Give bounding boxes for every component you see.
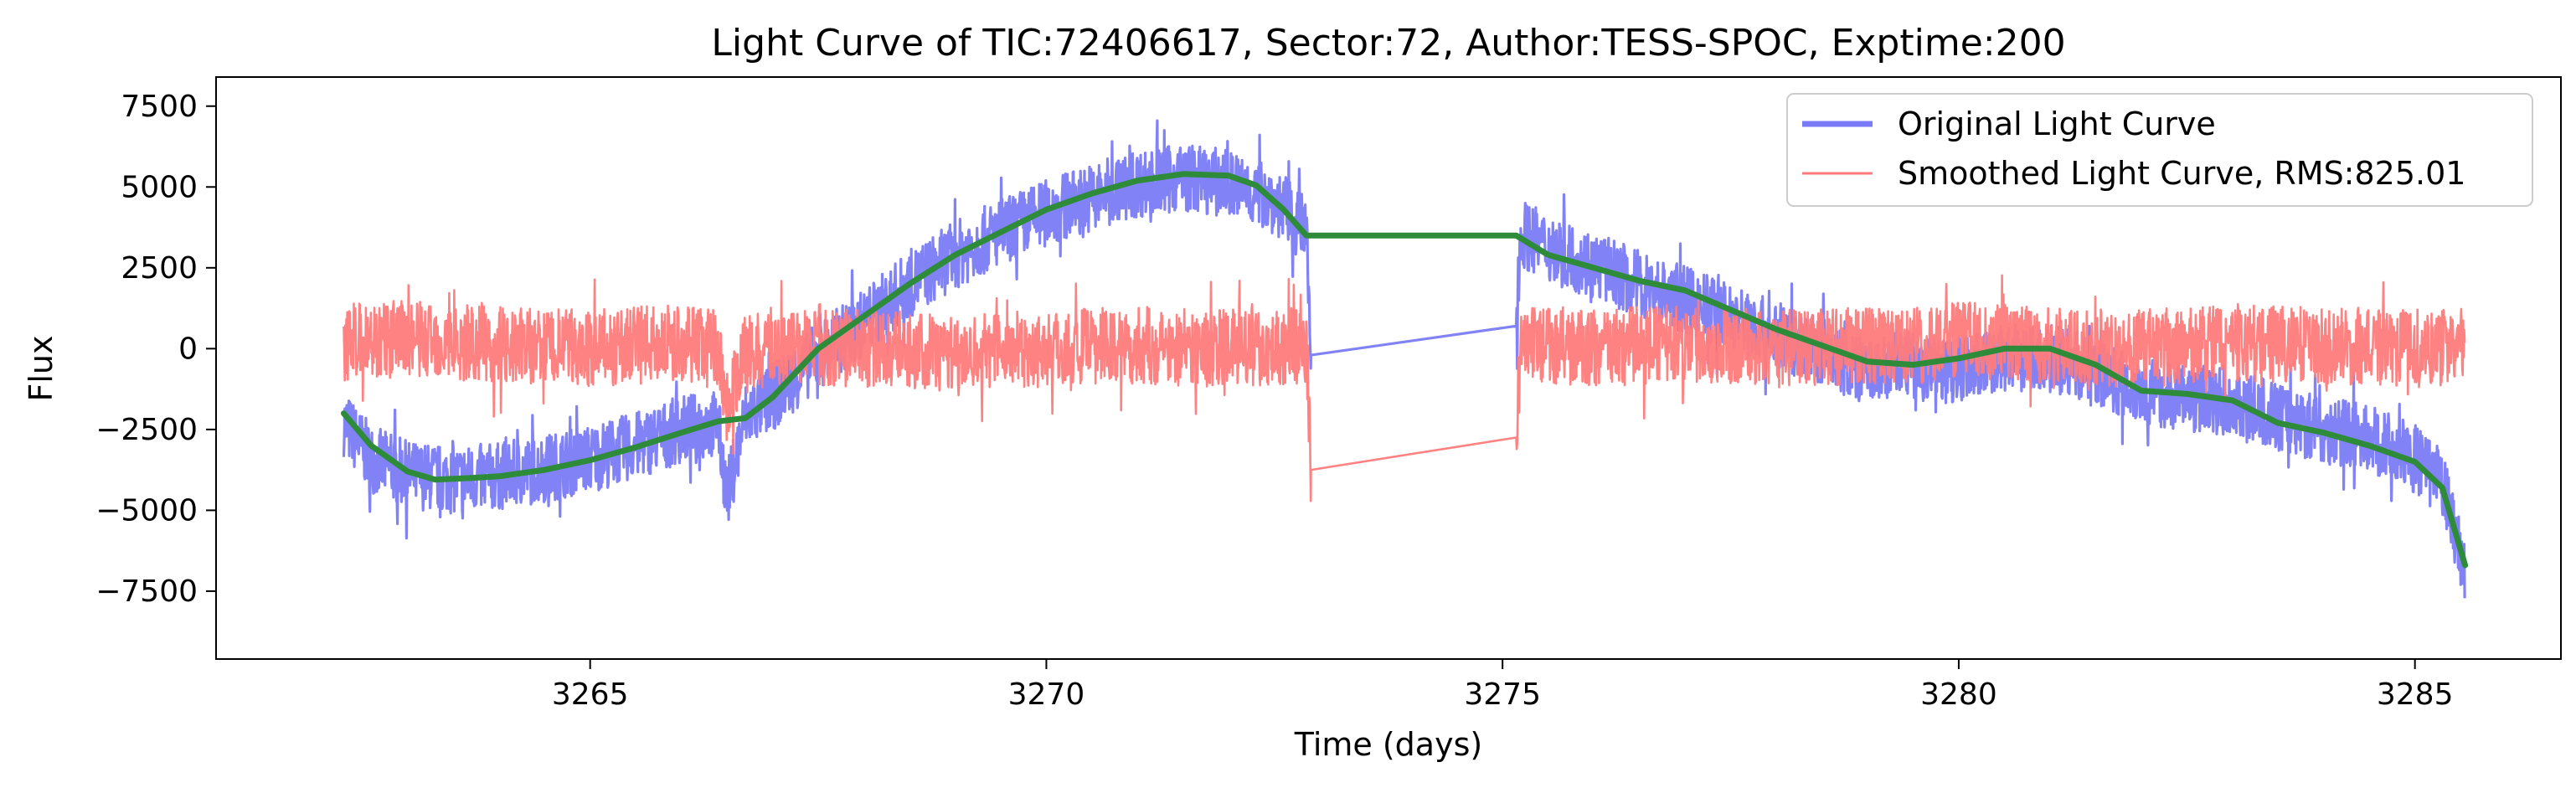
series-line-smoothed: [343, 274, 2466, 502]
series-line-original: [342, 119, 2466, 599]
y-tick-label: 7500: [121, 90, 198, 124]
y-tick-label: 0: [178, 332, 198, 366]
y-tick-label: −2500: [95, 413, 198, 447]
y-axis-ticks: 7500 5000 2500 0 −2500 −5000 −7500: [95, 90, 216, 609]
y-tick-label: −7500: [95, 574, 198, 609]
y-tick-label: −5000: [95, 493, 198, 528]
legend-label-smoothed: Smoothed Light Curve, RMS:825.01: [1898, 155, 2465, 192]
y-axis-label: Flux: [23, 336, 59, 402]
series-line-trend: [341, 171, 2469, 569]
x-tick-label: 3285: [2377, 677, 2454, 712]
x-tick-label: 3270: [1008, 677, 1085, 712]
y-tick-label: 5000: [121, 170, 198, 204]
y-tick-label: 2500: [121, 251, 198, 286]
x-tick-label: 3280: [1920, 677, 1997, 712]
legend-box: [1786, 93, 2533, 207]
x-axis-label: Time (days): [1294, 726, 1482, 763]
legend-label-original: Original Light Curve: [1898, 106, 2216, 142]
chart-title: Light Curve of TIC:72406617, Sector:72, …: [711, 22, 2065, 64]
plot-frame: [215, 76, 2562, 660]
legend: Original Light Curve Smoothed Light Curv…: [1786, 93, 2533, 207]
plot-area: [341, 119, 2469, 599]
x-axis-ticks: 3265 3270 3275 3280 3285: [552, 659, 2454, 712]
series-layer: [341, 119, 2469, 599]
x-tick-label: 3265: [552, 677, 629, 712]
x-tick-label: 3275: [1464, 677, 1541, 712]
